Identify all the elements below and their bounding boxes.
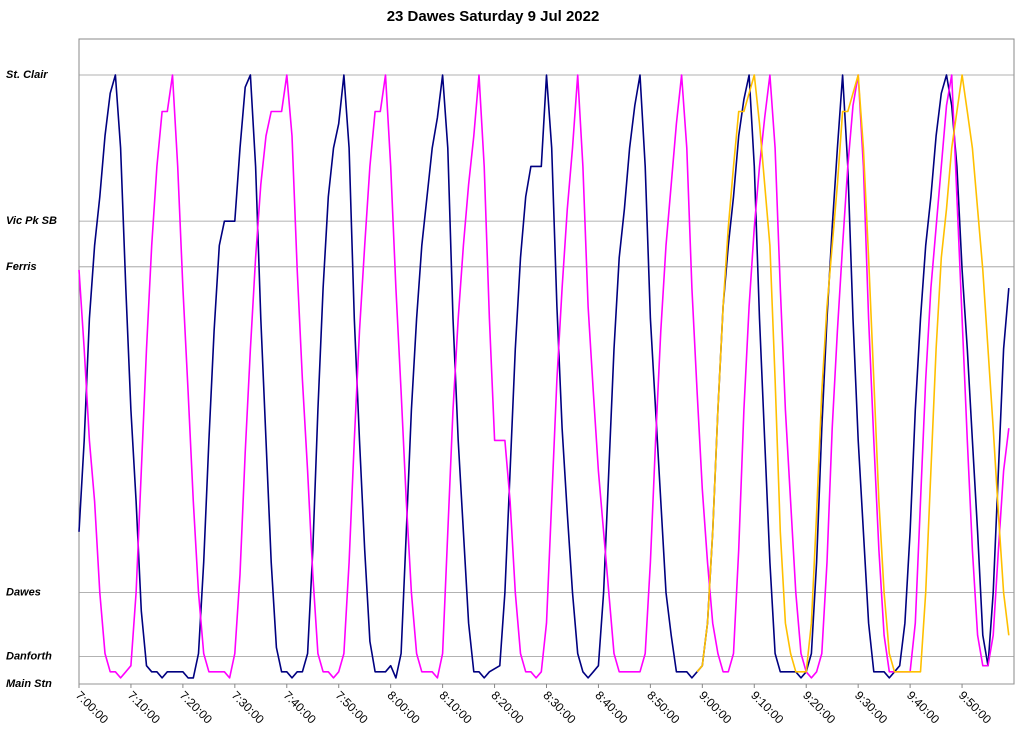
stop-label-ferris: Ferris: [6, 261, 37, 273]
stop-label-vic-pk-sb: Vic Pk SB: [6, 215, 57, 227]
x-tick-label: 8:50:00: [644, 688, 682, 726]
x-tick-label: 9:50:00: [956, 688, 994, 726]
x-tick-label: 8:10:00: [436, 688, 474, 726]
x-tick-label: 8:30:00: [540, 688, 578, 726]
stop-labels: St. Clair Vic Pk SB Ferris Dawes Danforth Mai…: [6, 69, 57, 690]
series-line-1: [78, 74, 1010, 679]
x-tick-label: 7:30:00: [229, 688, 267, 726]
x-tick-label: 8:00:00: [385, 688, 423, 726]
chart-title: 23 Dawes Saturday 9 Jul 2022: [386, 8, 600, 25]
x-tick-label: 9:20:00: [800, 688, 838, 726]
x-tick-labels: 7:00:00 7:10:00 7:20:00 7:30:00 7:40:00 7:50:…: [73, 684, 994, 727]
x-tick-label: 9:00:00: [696, 688, 734, 726]
x-tick-label: 9:40:00: [904, 688, 942, 726]
x-tick-label: 7:00:00: [73, 688, 111, 726]
stop-label-dawes: Dawes: [6, 587, 41, 599]
x-tick-label: 7:10:00: [125, 688, 163, 726]
series-lines: [78, 74, 1010, 679]
series-line-3: [696, 74, 1010, 673]
x-tick-label: 9:30:00: [852, 688, 890, 726]
x-tick-label: 8:40:00: [592, 688, 630, 726]
x-tick-label: 9:10:00: [748, 688, 786, 726]
x-tick-label: 8:20:00: [488, 688, 526, 726]
x-tick-label: 7:20:00: [177, 688, 215, 726]
series-line-2: [78, 74, 1010, 679]
stop-label-danforth: Danforth: [6, 651, 52, 663]
x-tick-label: 7:40:00: [281, 688, 319, 726]
stop-label-main-stn: Main Stn: [6, 678, 52, 690]
stop-label-st-clair: St. Clair: [6, 69, 48, 81]
x-tick-label: 7:50:00: [333, 688, 371, 726]
